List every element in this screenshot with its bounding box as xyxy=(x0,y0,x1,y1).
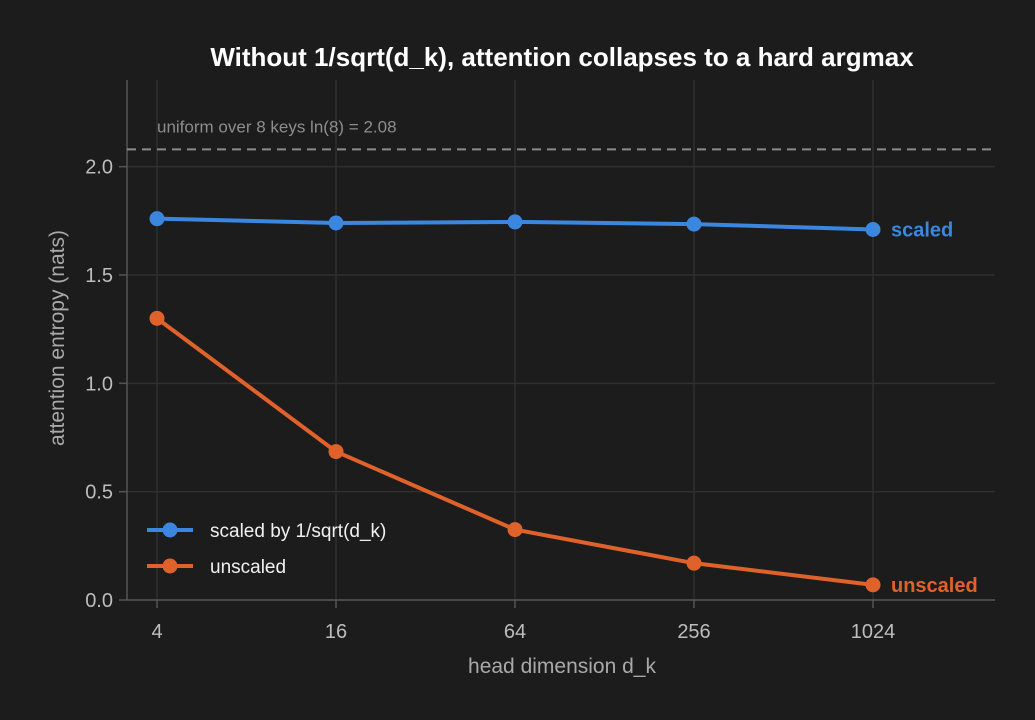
data-point xyxy=(507,522,523,538)
chart-title: Without 1/sqrt(d_k), attention collapses… xyxy=(210,42,914,72)
y-tick-label: 2.0 xyxy=(85,157,113,179)
legend: scaled by 1/sqrt(d_k) unscaled xyxy=(147,521,386,578)
data-point xyxy=(865,577,881,593)
legend-entry-label: scaled by 1/sqrt(d_k) xyxy=(210,521,386,542)
series-group: scaled unscaled xyxy=(149,211,978,597)
legend-swatch-marker xyxy=(162,558,178,574)
y-tick-label: 1.0 xyxy=(85,373,113,395)
y-tick-label: 0.0 xyxy=(85,590,113,612)
axes xyxy=(119,80,995,608)
x-tick-label: 4 xyxy=(151,621,162,643)
x-tick-label: 64 xyxy=(504,621,526,643)
x-axis-label: head dimension d_k xyxy=(468,655,656,678)
series-end-label: unscaled xyxy=(891,575,978,597)
reference-line-label: uniform over 8 keys ln(8) = 2.08 xyxy=(157,117,397,136)
data-point xyxy=(149,211,165,227)
x-tick-label: 1024 xyxy=(851,621,896,643)
data-point xyxy=(328,444,344,460)
series-end-label: scaled xyxy=(891,220,953,242)
data-point xyxy=(149,310,165,326)
y-tick-label: 0.5 xyxy=(85,482,113,504)
y-axis-label: attention entropy (nats) xyxy=(46,230,69,446)
y-tick-label: 1.5 xyxy=(85,265,113,287)
x-tick-label: 16 xyxy=(325,621,347,643)
grid xyxy=(127,80,995,601)
data-point xyxy=(507,214,523,230)
legend-entry-label: unscaled xyxy=(210,557,286,578)
data-point xyxy=(686,216,702,232)
tick-labels: 0.0 0.5 1.0 1.5 2.0 4 16 64 256 1024 xyxy=(85,157,895,643)
x-tick-label: 256 xyxy=(677,621,710,643)
data-point xyxy=(865,222,881,237)
data-point xyxy=(328,215,344,231)
data-point xyxy=(686,555,702,571)
legend-swatch-marker xyxy=(162,522,178,538)
reference-line-group: uniform over 8 keys ln(8) = 2.08 xyxy=(127,117,995,151)
